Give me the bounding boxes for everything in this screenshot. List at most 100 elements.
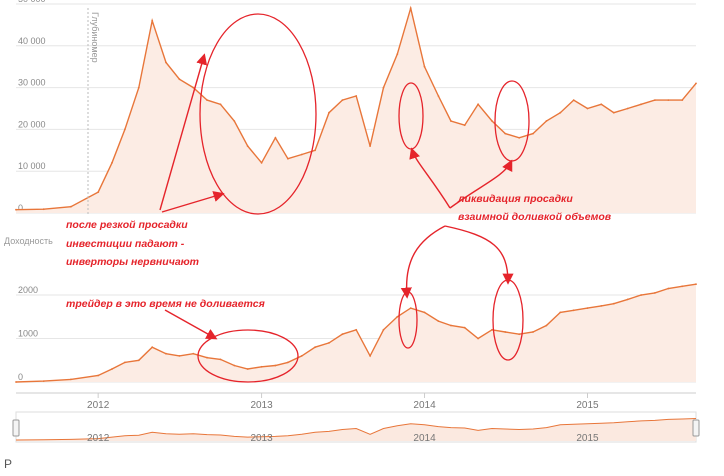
bot-data-point (219, 358, 222, 361)
top-data-point (42, 208, 45, 211)
bot-data-point (654, 292, 656, 294)
top-data-point (382, 86, 385, 89)
navigator-years: 2012 2013 2014 2015 (87, 433, 599, 444)
bot-data-point (328, 342, 330, 344)
bot-data-point (97, 374, 100, 377)
top-data-point (559, 111, 562, 114)
bot-data-point (70, 378, 72, 381)
bottom-series-line (15, 283, 697, 383)
top-data-point (233, 120, 236, 122)
top-data-point (111, 161, 113, 164)
bot-data-point (437, 320, 440, 322)
bot-data-point (300, 355, 303, 357)
top-series-points (15, 7, 697, 211)
top-y-tick-label: 10 000 (18, 161, 46, 171)
bottom-y-ticks: 0 1000 2000 (18, 285, 38, 382)
bottom-area (16, 284, 696, 382)
top-data-point (192, 86, 195, 89)
top-data-point (572, 99, 575, 101)
top-data-point (369, 145, 371, 148)
bot-data-point (260, 365, 263, 368)
arrow-2 (161, 191, 225, 213)
arrow-7 (164, 309, 218, 340)
bot-data-point (504, 331, 507, 333)
top-data-point (260, 161, 263, 164)
top-data-point (151, 19, 154, 22)
bot-data-point (111, 368, 113, 370)
bot-data-point (124, 361, 126, 364)
note2: трейдер в это время не доливается (66, 298, 265, 310)
top-data-point (437, 95, 440, 97)
bot-data-point (667, 287, 670, 290)
bot-data-point (246, 368, 249, 370)
arrow-6 (444, 225, 514, 285)
bot-data-point (151, 346, 154, 349)
navigator-left-handle[interactable] (12, 419, 20, 437)
note1-line3: инверторы нервничают (66, 256, 199, 268)
top-data-point (124, 128, 126, 131)
top-data-point (219, 103, 222, 106)
top-data-point (423, 65, 426, 68)
bot-data-point (341, 333, 344, 336)
bot-data-point (274, 364, 277, 367)
top-y-ticks: 0 10 000 20 000 30 000 40 000 50 000 (18, 0, 46, 213)
top-data-point (504, 132, 507, 135)
arrow-4 (449, 159, 513, 209)
top-data-point (274, 136, 277, 139)
bot-data-point (695, 283, 697, 286)
arrow-1 (159, 53, 208, 211)
top-data-point (355, 95, 358, 97)
top-data-point (206, 99, 209, 101)
footer-text: Р (4, 457, 12, 471)
top-data-point (97, 191, 100, 194)
bot-data-point (477, 337, 479, 340)
note3-line1: ликвидация просадки (457, 193, 573, 205)
depth-marker-label: Глубиномер (90, 12, 100, 63)
top-data-point (654, 99, 656, 101)
top-data-point (477, 103, 479, 106)
navigator-year-label: 2015 (576, 433, 599, 444)
bot-data-point (640, 294, 642, 296)
bot-data-point (463, 326, 466, 329)
top-data-point (70, 205, 72, 208)
top-data-point (640, 103, 642, 106)
x-axis-year-label: 2012 (87, 400, 110, 411)
bot-data-point (518, 333, 521, 336)
bot-data-point (314, 346, 316, 349)
top-data-point (396, 53, 399, 56)
bot-data-point (178, 355, 181, 357)
top-data-point (165, 61, 167, 64)
top-data-point (314, 149, 316, 152)
navigator-area (16, 418, 696, 441)
top-data-point (409, 7, 412, 10)
bot-data-point (355, 328, 358, 331)
navigator-line (15, 418, 697, 441)
top-data-point (463, 124, 466, 127)
top-data-point (137, 86, 140, 89)
bot-data-point (369, 355, 371, 357)
x-axis-year-label: 2013 (250, 400, 273, 411)
top-data-point (600, 103, 603, 106)
bot-data-point (612, 302, 615, 305)
bot-data-point (681, 285, 684, 288)
top-data-point (450, 120, 452, 122)
top-series-line (15, 5, 697, 211)
bot-y-tick-label: 0 (18, 372, 23, 382)
bot-data-point (137, 359, 140, 362)
bot-data-point (409, 307, 412, 309)
bot-data-point (287, 361, 289, 364)
top-data-point (300, 153, 303, 156)
navigator-right-handle[interactable] (692, 419, 700, 437)
bottom-series-points (15, 283, 697, 383)
top-data-point (246, 145, 249, 148)
bot-data-point (626, 298, 629, 301)
navigator-year-label: 2013 (250, 433, 273, 444)
top-area (16, 8, 696, 214)
x-axis-year-label: 2015 (576, 400, 599, 411)
top-data-point (612, 111, 615, 114)
bot-data-point (545, 324, 548, 327)
top-data-point (328, 111, 330, 114)
bot-data-point (206, 356, 209, 359)
note1-line1: после резкой просадки (66, 219, 188, 231)
